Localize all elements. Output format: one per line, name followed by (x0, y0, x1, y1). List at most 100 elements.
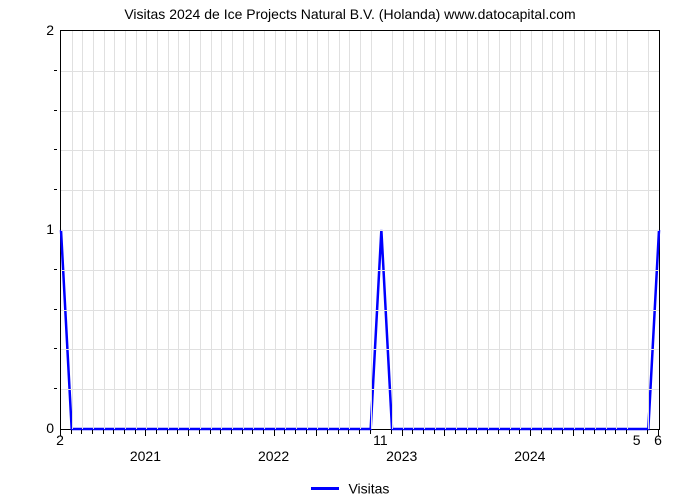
v-grid (339, 31, 340, 429)
v-grid (93, 31, 94, 429)
v-grid (125, 31, 126, 429)
x-minor-tick (487, 430, 488, 434)
x-minor-tick (423, 430, 424, 434)
x-minor-tick (113, 430, 114, 434)
x-minor-tick (103, 430, 104, 434)
v-grid (424, 31, 425, 429)
x-minor-tick (167, 430, 168, 434)
v-grid (221, 31, 222, 429)
v-grid (104, 31, 105, 429)
x-minor-tick (71, 430, 72, 434)
v-grid (392, 31, 393, 429)
v-grid (157, 31, 158, 429)
y-tick-label: 0 (14, 420, 54, 436)
v-grid (168, 31, 169, 429)
x-minor-tick (509, 430, 510, 434)
x-minor-tick (306, 430, 307, 434)
x-major-tick (444, 430, 445, 436)
v-grid (275, 31, 276, 429)
v-grid (510, 31, 511, 429)
x-major-tick (530, 430, 531, 436)
x-year-label: 2024 (514, 448, 545, 464)
x-year-label: 2022 (258, 448, 289, 464)
x-minor-tick (605, 430, 606, 434)
x-minor-tick (551, 430, 552, 434)
x-minor-tick (391, 430, 392, 434)
v-grid (264, 31, 265, 429)
v-grid (520, 31, 521, 429)
x-minor-tick (284, 430, 285, 434)
x-minor-tick (156, 430, 157, 434)
x-major-tick (188, 430, 189, 436)
v-grid (211, 31, 212, 429)
x-minor-tick (476, 430, 477, 434)
x-minor-tick (583, 430, 584, 434)
v-grid (307, 31, 308, 429)
v-grid (574, 31, 575, 429)
x-minor-tick (81, 430, 82, 434)
x-major-tick (573, 430, 574, 436)
v-grid (253, 31, 254, 429)
v-grid (178, 31, 179, 429)
v-grid (285, 31, 286, 429)
v-grid (72, 31, 73, 429)
v-grid (552, 31, 553, 429)
v-grid (595, 31, 596, 429)
x-minor-tick (220, 430, 221, 434)
y-minor-tick (54, 388, 57, 389)
y-minor-tick (54, 70, 57, 71)
x-minor-tick (263, 430, 264, 434)
x-minor-tick (594, 430, 595, 434)
x-minor-tick (626, 430, 627, 434)
x-minor-tick (252, 430, 253, 434)
x-value-label: 5 (633, 432, 641, 448)
v-grid (563, 31, 564, 429)
x-value-label: 6 (654, 432, 662, 448)
x-year-label: 2021 (130, 448, 161, 464)
v-grid (648, 31, 649, 429)
v-grid (371, 31, 372, 429)
v-grid (189, 31, 190, 429)
y-tick-label: 1 (14, 221, 54, 237)
v-grid (403, 31, 404, 429)
v-grid (616, 31, 617, 429)
x-minor-tick (412, 430, 413, 434)
x-minor-tick (615, 430, 616, 434)
v-grid (456, 31, 457, 429)
v-grid (467, 31, 468, 429)
v-grid (488, 31, 489, 429)
v-grid (542, 31, 543, 429)
x-minor-tick (327, 430, 328, 434)
x-minor-tick (455, 430, 456, 434)
y-tick-label: 2 (14, 22, 54, 38)
x-minor-tick (541, 430, 542, 434)
x-minor-tick (177, 430, 178, 434)
y-minor-tick (54, 309, 57, 310)
v-grid (435, 31, 436, 429)
x-minor-tick (370, 430, 371, 434)
x-minor-tick (562, 430, 563, 434)
v-grid (584, 31, 585, 429)
x-minor-tick (647, 430, 648, 434)
v-grid (477, 31, 478, 429)
x-minor-tick (359, 430, 360, 434)
v-grid (499, 31, 500, 429)
x-major-tick (145, 430, 146, 436)
x-minor-tick (242, 430, 243, 434)
v-grid (360, 31, 361, 429)
v-grid (296, 31, 297, 429)
v-grid (445, 31, 446, 429)
y-minor-tick (54, 149, 57, 150)
y-minor-tick (54, 189, 57, 190)
legend-swatch (311, 487, 339, 490)
x-minor-tick (135, 430, 136, 434)
x-minor-tick (295, 430, 296, 434)
y-minor-tick (54, 110, 57, 111)
x-minor-tick (434, 430, 435, 434)
v-grid (349, 31, 350, 429)
x-minor-tick (348, 430, 349, 434)
v-grid (146, 31, 147, 429)
x-major-tick (274, 430, 275, 436)
y-minor-tick (54, 348, 57, 349)
x-minor-tick (498, 430, 499, 434)
